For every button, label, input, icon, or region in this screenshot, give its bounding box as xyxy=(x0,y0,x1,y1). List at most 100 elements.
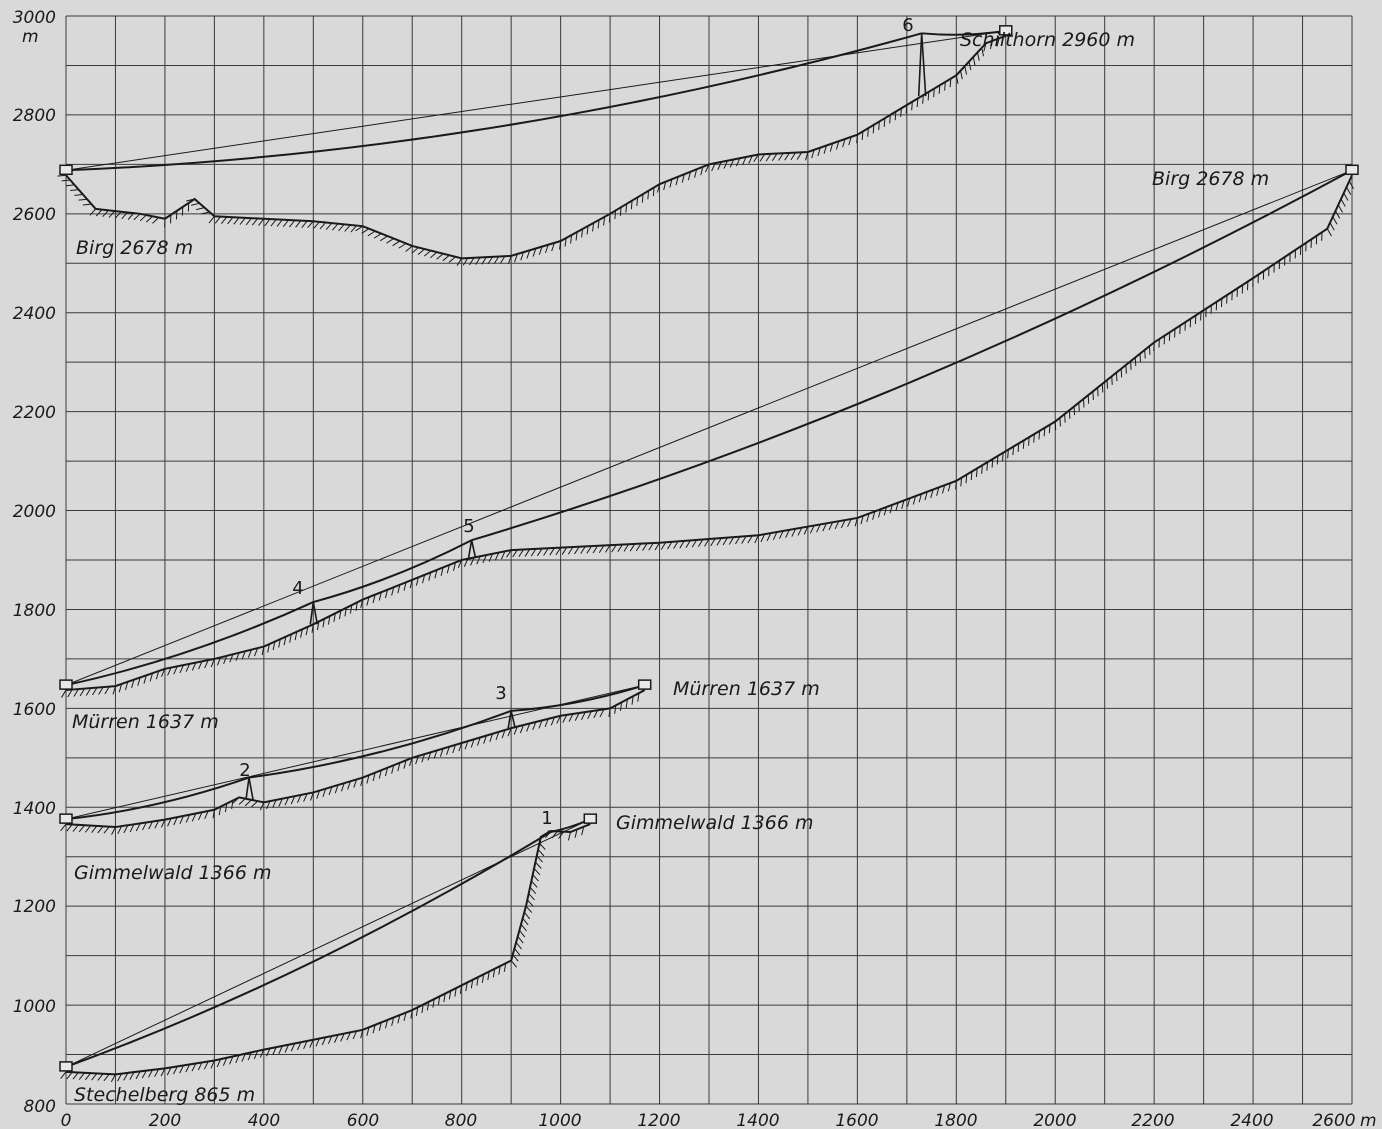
y-tick-label: 1800 xyxy=(13,601,56,621)
hatch-mark xyxy=(397,1014,401,1024)
hatch-mark xyxy=(586,225,589,235)
hatch-mark xyxy=(867,128,869,137)
hatch-mark xyxy=(295,220,302,228)
hatch-mark xyxy=(1346,186,1352,195)
hatch-mark xyxy=(344,607,347,617)
hatch-mark xyxy=(567,831,571,841)
hatch-mark xyxy=(580,711,586,720)
x-tick-label: 1000 xyxy=(538,1111,581,1129)
hatch-mark xyxy=(922,95,924,104)
hatch-mark xyxy=(392,240,401,247)
hatch-mark xyxy=(741,535,747,544)
hatch-mark xyxy=(512,954,519,962)
hatch-mark xyxy=(501,729,506,739)
hatch-mark xyxy=(391,1017,395,1026)
hatch-mark xyxy=(1033,433,1035,443)
hatch-mark xyxy=(458,742,463,752)
terrain-profiles xyxy=(57,34,1354,1083)
hatch-mark xyxy=(1048,424,1051,434)
station-mark xyxy=(583,813,598,824)
hatch-mark xyxy=(331,223,339,231)
y-tick-label: 800 xyxy=(24,1097,56,1117)
hatch-mark xyxy=(470,557,475,566)
tower-label-3: 3 xyxy=(495,683,506,704)
hatch-mark xyxy=(986,462,989,471)
hatch-mark xyxy=(597,219,600,229)
hatch-mark xyxy=(567,546,574,555)
hatch-mark xyxy=(307,220,314,229)
hatch-mark xyxy=(97,825,104,834)
hatch-mark xyxy=(648,542,654,551)
hatch-mark xyxy=(581,228,584,238)
hatch-mark xyxy=(766,532,772,542)
hatch-mark xyxy=(459,985,463,994)
hatch-mark xyxy=(160,1068,166,1077)
tower-mark xyxy=(507,710,512,729)
hatch-mark xyxy=(570,234,573,244)
cable-track-line xyxy=(471,169,1353,542)
hatch-mark xyxy=(197,1062,203,1071)
hatch-mark xyxy=(111,826,116,835)
hatch-mark xyxy=(753,154,759,162)
hatch-mark xyxy=(78,824,85,833)
hatch-mark xyxy=(1022,440,1025,449)
hatch-mark xyxy=(179,1065,184,1074)
hatch-mark xyxy=(397,584,401,594)
hatch-mark xyxy=(856,134,858,144)
hatch-mark xyxy=(599,709,605,718)
hatch-mark xyxy=(421,1004,424,1014)
x-tick-label: 600 xyxy=(347,1111,379,1129)
hatch-mark xyxy=(272,1046,277,1056)
hatch-mark xyxy=(91,1073,98,1081)
tower-mark xyxy=(510,710,516,729)
hatch-mark xyxy=(784,152,790,161)
hatch-mark xyxy=(322,618,325,628)
hatch-mark xyxy=(147,1069,153,1078)
hatch-mark xyxy=(129,1071,135,1080)
hatch-mark xyxy=(443,993,446,1003)
tower-mark xyxy=(245,777,250,800)
hatch-mark xyxy=(809,525,815,534)
hatch-mark xyxy=(968,61,972,71)
hatch-mark xyxy=(598,545,605,553)
hatch-mark xyxy=(941,485,946,494)
hatch-mark xyxy=(470,739,475,748)
hatch-mark xyxy=(481,974,485,983)
hatch-mark xyxy=(630,200,633,210)
hatch-mark xyxy=(564,237,567,247)
hatch-mark xyxy=(878,121,880,131)
hatch-mark xyxy=(160,819,166,828)
hatch-mark xyxy=(568,713,574,722)
cable-track-line xyxy=(65,831,552,1068)
terrain-hatching xyxy=(61,180,1354,698)
hatch-mark xyxy=(379,235,388,242)
hatch-mark xyxy=(315,1038,320,1047)
hatch-mark xyxy=(350,225,357,233)
hatch-mark xyxy=(241,650,246,660)
tower-label-5: 5 xyxy=(463,516,474,537)
hatch-mark xyxy=(685,540,691,548)
hatch-mark xyxy=(282,219,289,228)
station-mark xyxy=(1345,164,1359,176)
hatch-mark xyxy=(214,216,221,224)
hatch-mark xyxy=(440,567,444,576)
cable-track-line xyxy=(65,32,922,172)
station-labels: Stechelberg 865 m Gimmelwald 1366 m Gimm… xyxy=(72,29,1269,1106)
hatch-mark xyxy=(84,825,92,833)
x-tick-label: 1400 xyxy=(736,1111,779,1129)
hatch-mark xyxy=(642,543,648,551)
hatch-mark xyxy=(129,824,135,833)
cable-chord-line xyxy=(65,169,1353,686)
hatch-mark xyxy=(930,489,934,499)
hatch-mark xyxy=(779,530,784,539)
cable-track-line xyxy=(65,776,250,821)
hatch-mark xyxy=(641,193,644,203)
hatch-mark xyxy=(518,549,524,558)
tower-mark xyxy=(920,33,927,97)
hatch-mark xyxy=(452,744,456,754)
tower-mark xyxy=(917,33,923,97)
hatch-mark xyxy=(533,868,541,876)
hatch-mark xyxy=(239,217,246,225)
hatch-mark xyxy=(415,1007,419,1016)
hatch-mark xyxy=(67,689,73,698)
